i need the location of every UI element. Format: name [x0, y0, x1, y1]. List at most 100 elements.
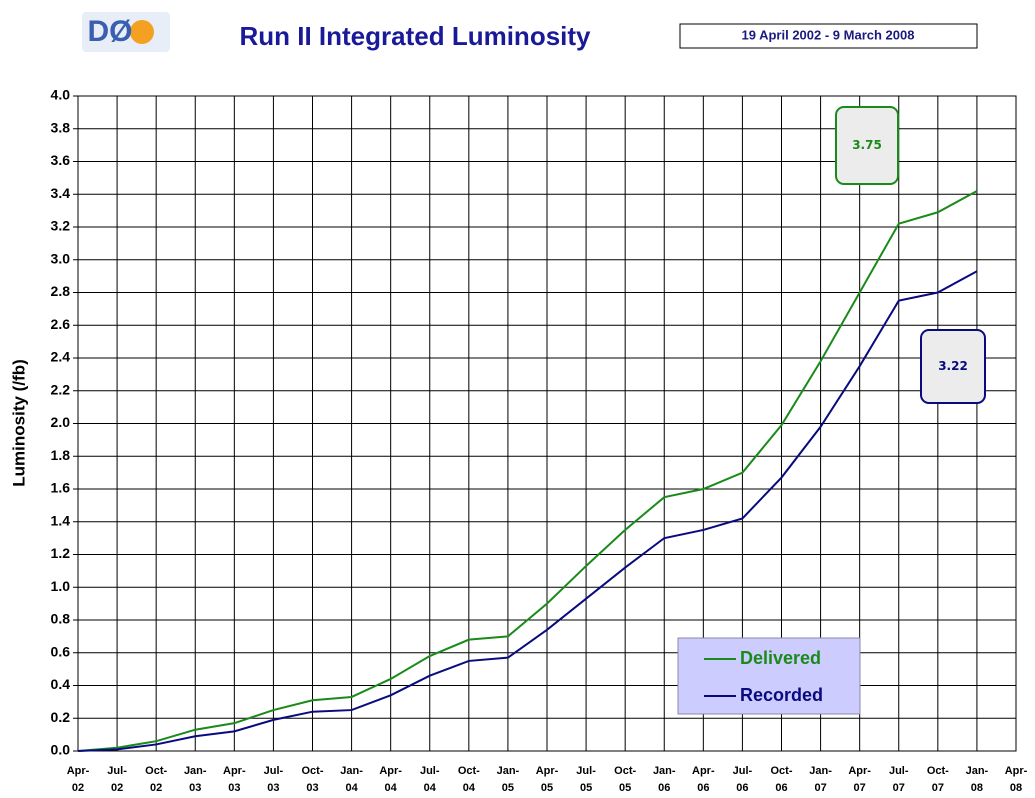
annotation-text: 3.75 [852, 138, 882, 152]
annotation-box [835, 106, 899, 185]
y-tick-label: 0.0 [51, 742, 71, 758]
x-tick-label-part: Apr- [848, 765, 871, 777]
x-tick-label-part: 05 [580, 782, 592, 794]
x-tick-label: Jul- 06 [733, 765, 753, 794]
x-tick-label-part: 06 [736, 782, 748, 794]
x-tick-label: Jul- 05 [576, 765, 596, 794]
x-tick-label-part: Jul- [264, 765, 284, 777]
x-tick-label: Jan- 03 [184, 765, 207, 794]
x-tick-label: Jan- 08 [966, 765, 989, 794]
x-tick-label-part: 04 [345, 782, 358, 794]
x-tick-label-part: Jan- [184, 765, 207, 777]
y-tick-label: 3.6 [51, 152, 71, 168]
x-tick-label: Apr- 08 [1005, 765, 1028, 794]
legend-box [677, 637, 861, 715]
x-tick-label: Jan- 04 [340, 765, 363, 794]
y-tick-label: 0.6 [51, 643, 71, 659]
x-tick-label: Jan- 07 [809, 765, 832, 794]
logo: DØ [82, 12, 170, 52]
y-axis-label: Luminosity (/fb) [9, 359, 28, 486]
x-tick-label-part: 07 [932, 782, 944, 794]
y-tick-label: 1.6 [51, 480, 71, 496]
x-tick-label-part: 03 [267, 782, 279, 794]
annotation-box [920, 329, 986, 404]
y-tick-label: 1.8 [51, 447, 71, 463]
y-tick-label: 3.4 [51, 185, 71, 201]
x-tick-label-part: Jul- [420, 765, 440, 777]
x-tick-label: Jul- 02 [107, 765, 127, 794]
legend-label: Recorded [740, 685, 823, 705]
y-tick-label: 2.8 [51, 283, 71, 299]
logo-burst [130, 20, 154, 44]
legend-label: Delivered [740, 648, 821, 668]
y-tick-label: 0.8 [51, 611, 71, 627]
x-tick-label-part: Apr- [1005, 765, 1028, 777]
x-tick-label-part: 02 [72, 782, 84, 794]
x-tick-label-part: Jan- [966, 765, 989, 777]
x-tick-label-part: 02 [150, 782, 162, 794]
x-tick-label-part: 06 [697, 782, 709, 794]
x-tick-label: Oct- 05 [614, 765, 636, 794]
x-tick-label-part: 06 [775, 782, 787, 794]
x-tick-label-part: Jul- [889, 765, 909, 777]
x-tick-label-part: Jul- [576, 765, 596, 777]
x-tick-label: Apr- 06 [692, 765, 715, 794]
chart-title: Run II Integrated Luminosity [239, 21, 591, 51]
y-tick-label: 3.2 [51, 218, 71, 234]
x-tick-label-part: 04 [424, 782, 437, 794]
y-tick-label: 2.4 [51, 349, 71, 365]
x-tick-label-part: Apr- [223, 765, 246, 777]
x-tick-label: Oct- 06 [771, 765, 793, 794]
x-tick-label-part: Jan- [809, 765, 832, 777]
x-tick-label-part: Jan- [340, 765, 363, 777]
x-tick-label-part: 08 [971, 782, 983, 794]
y-tick-label: 0.2 [51, 709, 71, 725]
x-tick-label: Apr- 02 [67, 765, 90, 794]
x-tick-label-part: 07 [854, 782, 866, 794]
x-tick-label-part: 05 [502, 782, 514, 794]
x-tick-label: Oct- 03 [302, 765, 324, 794]
logo-text: DØ [88, 15, 133, 48]
series-line [77, 270, 978, 752]
x-tick-label: Jul- 07 [889, 765, 909, 794]
x-tick-label-part: 05 [541, 782, 553, 794]
x-tick-label-part: 07 [893, 782, 905, 794]
y-tick-label: 1.0 [51, 578, 71, 594]
series-line [77, 190, 978, 752]
x-tick-label-part: 02 [111, 782, 123, 794]
annotation-text: 3.22 [938, 359, 968, 373]
x-tick-label-part: 03 [189, 782, 201, 794]
x-tick-label: Oct- 02 [145, 765, 167, 794]
x-tick-label-part: Jan- [497, 765, 520, 777]
x-tick-label-part: Oct- [614, 765, 636, 777]
x-tick-label: Jan- 06 [653, 765, 676, 794]
y-tick-label: 2.6 [51, 316, 71, 332]
x-tick-label: Oct- 04 [458, 765, 480, 794]
y-tick-label: 2.0 [51, 414, 71, 430]
x-tick-label: Jan- 05 [497, 765, 520, 794]
x-tick-label-part: 05 [619, 782, 631, 794]
x-tick-label-part: Oct- [302, 765, 324, 777]
x-tick-label-part: Oct- [927, 765, 949, 777]
x-tick-label: Apr- 07 [848, 765, 871, 794]
x-tick-label: Apr- 03 [223, 765, 246, 794]
x-tick-label-part: Jul- [733, 765, 753, 777]
x-tick-label: Apr- 04 [379, 765, 402, 794]
y-tick-label: 1.4 [51, 512, 71, 528]
x-tick-label-part: 03 [228, 782, 240, 794]
x-tick-label-part: Oct- [771, 765, 793, 777]
subtitle: 19 April 2002 - 9 March 2008 [742, 27, 915, 42]
y-tick-label: 1.2 [51, 545, 71, 561]
y-tick-label: 2.2 [51, 381, 71, 397]
x-tick-label-part: 06 [658, 782, 670, 794]
x-tick-label: Jul- 03 [264, 765, 284, 794]
x-tick-label: Jul- 04 [420, 765, 440, 794]
x-tick-label-part: Jul- [107, 765, 127, 777]
x-tick-label-part: Apr- [536, 765, 559, 777]
x-tick-label-part: Oct- [145, 765, 167, 777]
x-tick-label-part: 04 [385, 782, 398, 794]
x-tick-label: Oct- 07 [927, 765, 949, 794]
y-tick-label: 4.0 [51, 87, 71, 103]
x-tick-label-part: 07 [814, 782, 826, 794]
